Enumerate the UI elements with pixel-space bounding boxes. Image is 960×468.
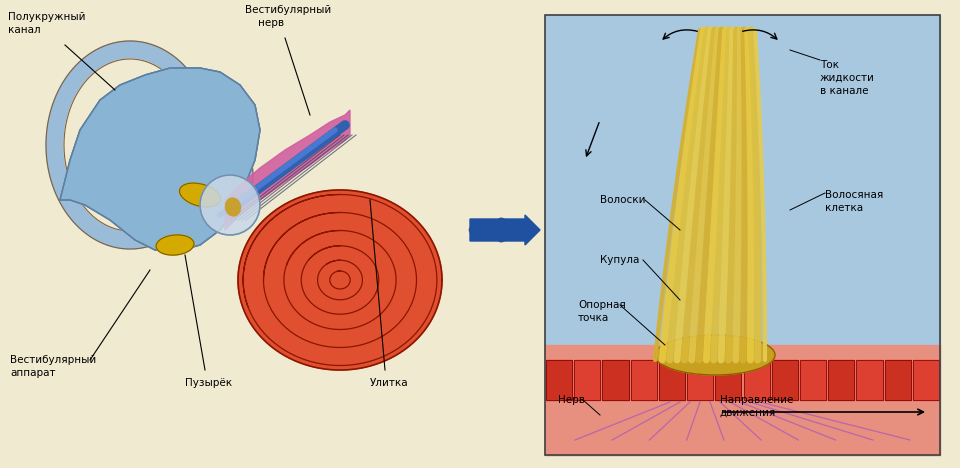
Polygon shape [107, 77, 233, 233]
Polygon shape [46, 41, 214, 249]
Ellipse shape [655, 335, 775, 375]
Polygon shape [123, 93, 217, 217]
Bar [715, 360, 741, 400]
Bar [743, 360, 770, 400]
Text: жидкости: жидкости [820, 73, 875, 83]
Text: Полукружный: Полукружный [8, 12, 85, 22]
Text: Волосяная: Волосяная [825, 190, 883, 200]
Bar [772, 360, 798, 400]
Text: Опорная: Опорная [578, 300, 626, 310]
Bar [913, 360, 939, 400]
Text: аппарат: аппарат [10, 368, 56, 378]
Polygon shape [60, 68, 260, 252]
Text: нерв: нерв [258, 18, 284, 28]
Bar [631, 360, 657, 400]
Bar [545, 345, 940, 455]
Text: Купула: Купула [600, 255, 639, 265]
Text: в канале: в канале [820, 86, 869, 96]
Polygon shape [64, 59, 196, 231]
Bar [687, 360, 713, 400]
Bar [913, 360, 939, 400]
Bar [546, 360, 572, 400]
Text: Вестибулярный: Вестибулярный [245, 5, 331, 15]
Bar [884, 360, 911, 400]
Ellipse shape [226, 198, 241, 216]
Bar [856, 360, 882, 400]
Text: Вестибулярный: Вестибулярный [10, 355, 96, 365]
Polygon shape [153, 138, 237, 212]
FancyArrow shape [470, 215, 540, 245]
Bar [659, 360, 685, 400]
Ellipse shape [180, 183, 221, 207]
Text: клетка: клетка [825, 203, 863, 213]
Bar [828, 360, 854, 400]
Bar [828, 360, 854, 400]
Bar [603, 360, 629, 400]
Bar [659, 360, 685, 400]
Polygon shape [238, 190, 442, 370]
Bar [631, 360, 657, 400]
Text: Волоски: Волоски [600, 195, 645, 205]
Ellipse shape [156, 235, 194, 255]
Text: канал: канал [8, 25, 40, 35]
Text: Улитка: Улитка [370, 378, 409, 388]
Text: Направление: Направление [720, 395, 793, 405]
Bar [856, 360, 882, 400]
Polygon shape [60, 68, 260, 252]
Bar [545, 15, 940, 455]
Bar [574, 360, 600, 400]
Bar [743, 360, 770, 400]
Bar [715, 360, 741, 400]
Circle shape [200, 175, 260, 235]
Bar [545, 15, 940, 455]
Text: Ток: Ток [820, 60, 839, 70]
Bar [800, 360, 827, 400]
Bar [687, 360, 713, 400]
Text: Нерв: Нерв [558, 395, 585, 405]
Bar [574, 360, 600, 400]
Bar [546, 360, 572, 400]
Polygon shape [225, 110, 350, 230]
Bar [800, 360, 827, 400]
Bar [772, 360, 798, 400]
Bar [884, 360, 911, 400]
Text: Пузырёк: Пузырёк [185, 378, 232, 388]
Polygon shape [137, 122, 253, 228]
Bar [603, 360, 629, 400]
Text: движения: движения [720, 408, 777, 418]
Text: точка: точка [578, 313, 610, 323]
